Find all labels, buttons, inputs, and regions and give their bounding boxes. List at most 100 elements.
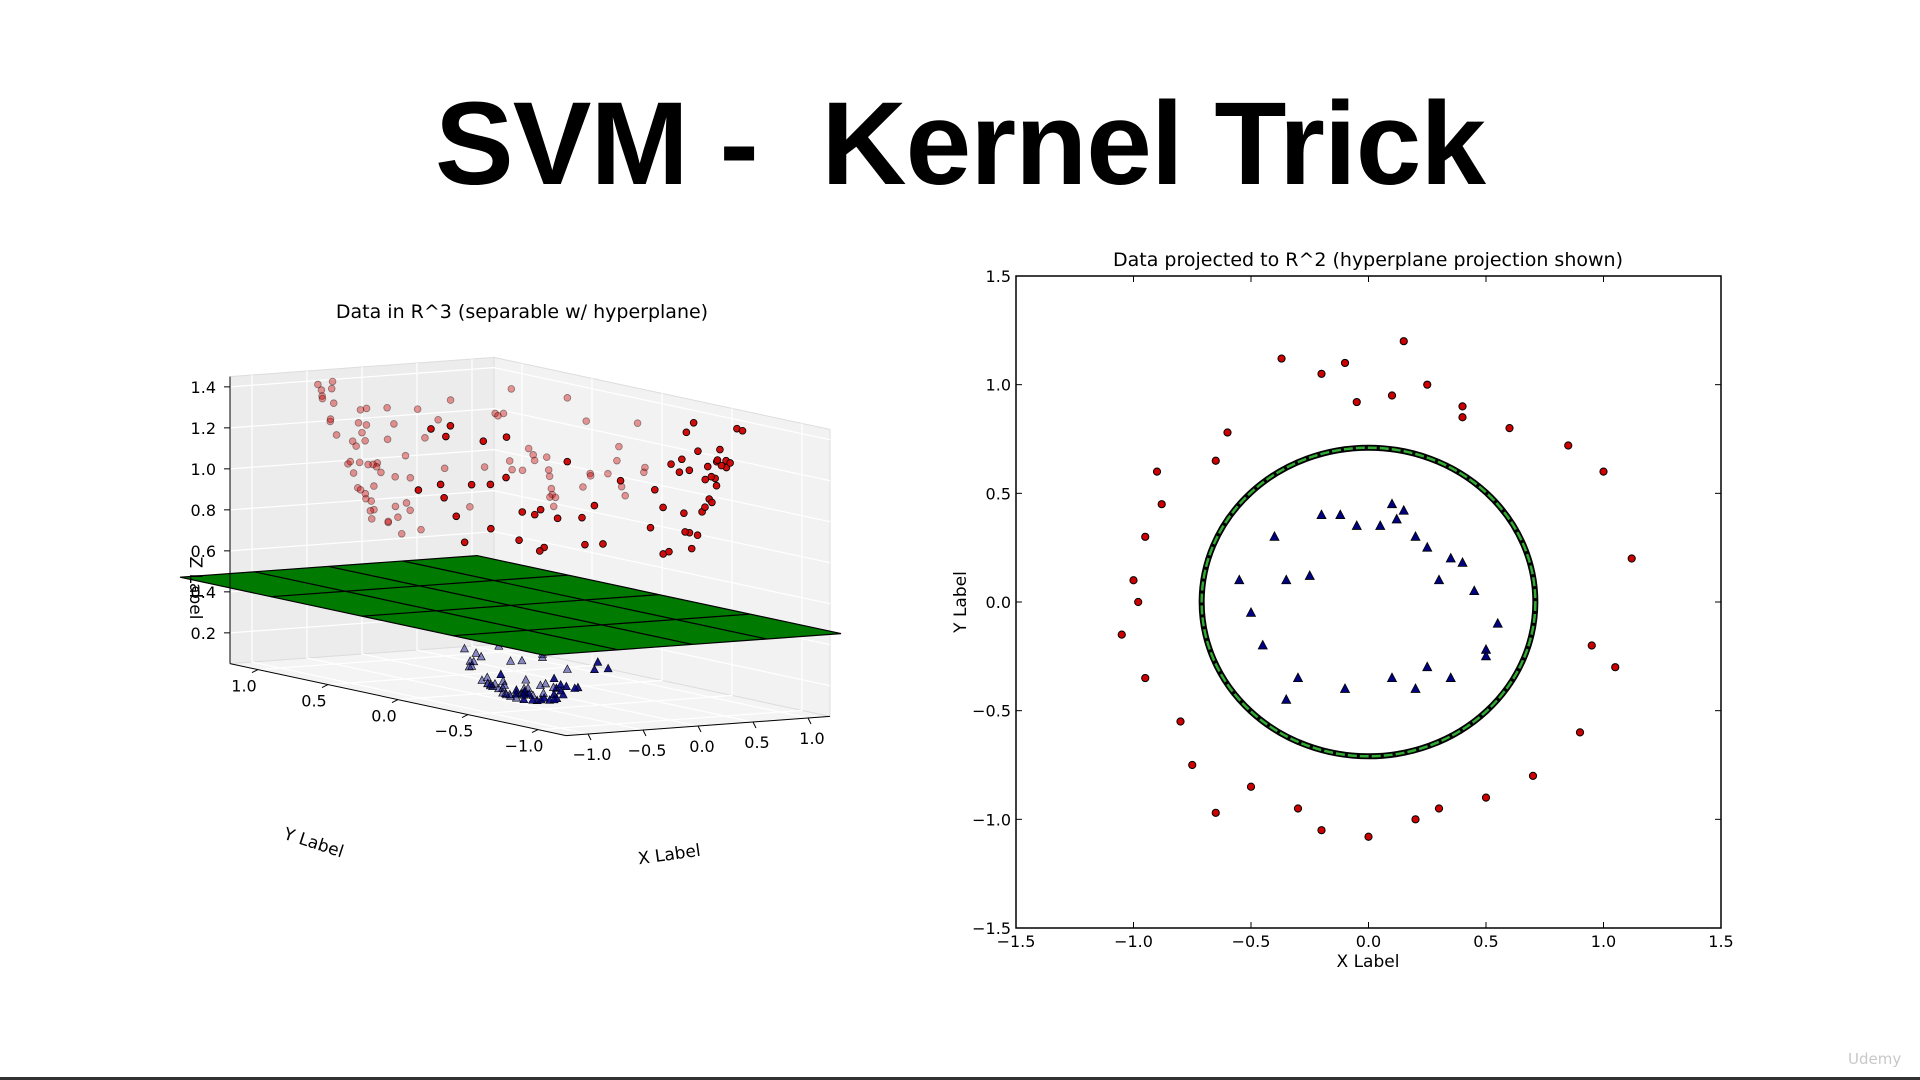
data-point-outer-3d (685, 466, 694, 475)
data-point-outer-3d (370, 505, 378, 514)
chart-2d-title: Data projected to R^2 (hyperplane projec… (1113, 249, 1623, 271)
y-tick-mark-3d (321, 684, 329, 689)
data-point-outer-3d (366, 507, 375, 515)
data-point-outer-3d (604, 469, 612, 478)
data-point-outer (1188, 760, 1197, 770)
y-tick-mark-3d (531, 729, 539, 734)
bottom-border (0, 1077, 1920, 1080)
data-point-outer-3d (502, 473, 510, 482)
data-point-outer-3d (578, 513, 586, 522)
y-tick-mark-3d (391, 699, 399, 704)
data-point-outer-3d (712, 481, 721, 490)
data-point-outer-3d (466, 503, 474, 511)
data-point-outer-3d (515, 536, 523, 544)
z-tick-label-3d: 0.2 (191, 624, 216, 643)
data-point-outer (1411, 815, 1420, 824)
data-point-outer (1611, 663, 1620, 672)
chart-3d-zlabel: Z Label (185, 557, 205, 620)
data-point-inner (1281, 574, 1292, 585)
grid-line (229, 490, 831, 564)
data-point-outer-3d (616, 476, 625, 485)
data-point-outer (1157, 500, 1166, 509)
data-point-outer (1211, 808, 1220, 817)
data-point-outer-3d (507, 385, 516, 393)
data-point-outer-3d (547, 484, 556, 493)
data-point-inner-3d (562, 664, 572, 673)
data-point-inner (1386, 672, 1398, 682)
grid-line (471, 359, 809, 719)
y-tick-mark-3d (251, 669, 259, 674)
data-point-outer-3d (344, 460, 352, 468)
data-point-outer-3d (563, 457, 572, 466)
y-tick-label: −1.5 (972, 919, 1011, 938)
data-point-outer (1141, 673, 1150, 683)
data-point-inner-3d (459, 643, 469, 653)
udemy-watermark: Udemy (1848, 1050, 1902, 1068)
data-point-outer (1505, 424, 1514, 433)
data-point-inner-3d (548, 682, 558, 691)
y-tick-mark-3d (461, 714, 469, 719)
data-point-inner-3d (558, 689, 568, 699)
data-point-outer-3d (682, 428, 691, 437)
y-tick-label-3d: 1.0 (231, 677, 256, 696)
data-point-inner (1351, 520, 1362, 530)
data-point-outer-3d (390, 420, 398, 428)
data-point-inner (1457, 557, 1468, 567)
data-point-inner (1234, 574, 1245, 585)
data-point-outer-3d (356, 406, 365, 414)
data-point-outer (1117, 630, 1126, 639)
data-point-outer (1399, 337, 1408, 346)
data-point-outer-3d (440, 493, 448, 502)
data-point-outer-3d (440, 464, 449, 473)
data-point-outer-3d (480, 463, 489, 471)
data-point-outer-3d (563, 394, 572, 402)
data-point-outer (1481, 793, 1491, 802)
data-point-outer-3d (467, 480, 476, 489)
data-point-outer-3d (529, 451, 537, 459)
data-point-outer-3d (633, 419, 642, 427)
data-point-outer-3d (318, 394, 327, 403)
data-point-outer-3d (545, 472, 554, 481)
data-point-inner-3d (499, 680, 509, 689)
data-point-outer-3d (377, 468, 385, 477)
data-point-outer-3d (355, 458, 364, 467)
data-point-outer-3d (524, 444, 533, 453)
data-point-inner (1469, 585, 1480, 596)
data-point-outer (1317, 369, 1326, 378)
data-point-outer-3d (370, 482, 378, 490)
data-point-outer-3d (314, 380, 322, 389)
x-tick-mark-3d (807, 717, 812, 725)
data-point-outer-3d (427, 425, 435, 433)
data-point-inner (1410, 683, 1421, 693)
data-point-outer-3d (332, 431, 341, 439)
data-point-inner-3d (561, 681, 571, 690)
x-tick-label-3d: 0.0 (689, 737, 714, 756)
grid-line (397, 393, 663, 701)
data-point-outer-3d (494, 412, 502, 420)
data-point-inner (1292, 672, 1304, 682)
data-point-outer-3d (401, 451, 410, 460)
data-point-outer-3d (687, 544, 696, 553)
data-point-inner-3d (539, 693, 549, 702)
data-point-outer-3d (402, 499, 411, 507)
data-point-outer-3d (694, 447, 702, 455)
data-point-inner (1386, 498, 1398, 509)
data-point-outer-3d (318, 392, 326, 400)
grid-line (416, 363, 754, 723)
data-point-outer (1627, 554, 1636, 563)
data-point-outer-3d (367, 497, 376, 505)
data-point-outer-3d (549, 502, 558, 511)
y-tick-label: −0.5 (972, 702, 1011, 721)
data-point-inner-3d (501, 689, 511, 699)
data-point-outer (1176, 717, 1185, 726)
x-tick-mark-3d (587, 733, 592, 741)
data-point-outer-3d (689, 418, 698, 427)
data-point-inner (1245, 607, 1257, 617)
x-tick-label-3d: 1.0 (799, 729, 824, 748)
data-point-outer-3d (434, 415, 442, 424)
data-point-outer (1458, 402, 1467, 411)
z-tick-label-3d: 1.4 (191, 378, 216, 397)
data-point-outer-3d (367, 515, 376, 523)
data-point-inner (1339, 683, 1351, 693)
data-point-outer-3d (352, 442, 360, 450)
